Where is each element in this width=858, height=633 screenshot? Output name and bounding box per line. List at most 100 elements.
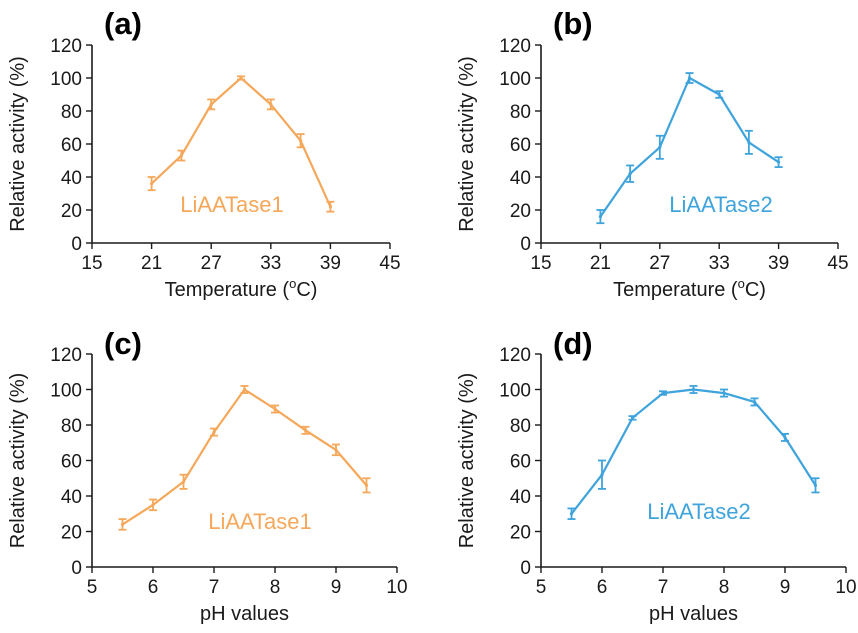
x-tick-label: 39 [320,253,341,274]
y-tick-label: 40 [510,487,531,508]
panel-label: (a) [104,6,142,41]
data-point [813,483,818,487]
y-tick-label: 120 [499,36,531,57]
x-tick-label: 7 [209,577,220,598]
y-tick-label: 20 [61,523,82,544]
x-tick-label: 8 [719,577,730,598]
data-point [151,503,155,507]
x-axis-title-superscript: o [738,276,745,291]
x-tick-label: 15 [530,253,551,274]
panel-d: 0 20 40 60 80 100 120 5 6 7 8 9 10 Relative activity … [456,326,857,625]
y-tick-label: 100 [499,381,531,402]
y-tick-label: 60 [61,452,82,473]
y-tick-label: 40 [61,487,82,508]
x-axis-title: pH values [649,603,738,625]
x-tick-label: 10 [835,577,856,598]
panel-b: 0 20 40 60 80 100 120 15 21 27 33 39 45 Relative acti… [456,6,849,301]
data-point [747,140,751,144]
data-point [303,428,308,432]
y-tick-label: 80 [61,102,82,123]
x-axis-title-text: pH values [649,603,738,625]
series-line [121,388,368,526]
x-tick-label: 15 [81,253,102,274]
x-axis-title: pH values [200,603,289,625]
y-tick-label: 0 [520,234,531,255]
y-tick-label: 20 [61,201,82,222]
y-axis-title: Relative activity (%) [456,56,478,232]
data-point [783,435,787,440]
data-point [239,76,243,80]
y-tick-label: 100 [50,381,82,402]
x-tick-label: 9 [331,577,342,598]
y-tick-label: 120 [50,345,82,366]
x-tick-label: 21 [141,253,162,274]
x-tick-label: 27 [201,253,222,274]
x-axis-title-unit: C) [296,279,317,301]
y-tick-label: 0 [71,558,82,579]
y-tick-label: 20 [510,523,531,544]
x-tick-label: 45 [827,253,848,274]
y-axis-title: Relative activity (%) [7,56,29,232]
x-tick-label: 7 [658,577,669,598]
x-tick-label: 39 [768,253,789,274]
data-point [179,153,183,158]
y-tick-label: 80 [510,102,531,123]
data-point [120,522,125,527]
x-tick-label: 33 [709,253,730,274]
y-tick-label: 20 [510,201,531,222]
y-tick-label: 120 [50,36,82,57]
y-tick-label: 80 [61,416,82,437]
y-axis-title: Relative activity (%) [7,373,29,549]
x-axis-title-text: Temperature ( [165,279,290,301]
x-tick-label: 8 [270,577,281,598]
data-point [269,102,273,106]
data-point [600,473,604,477]
data-point [752,400,757,404]
panel-label: (b) [553,6,593,41]
series-label: LiAATase2 [647,499,751,524]
data-point [181,480,186,484]
x-axis-title: Temperature (oC) [165,276,318,301]
x-tick-label: 6 [597,577,608,598]
y-tick-label: 80 [510,416,531,437]
x-tick-label: 33 [260,253,281,274]
data-point [150,182,154,186]
panel-label: (c) [104,326,142,361]
panel-a: 0 20 40 60 80 100 120 15 21 27 33 39 45 Relative acti… [7,6,401,301]
panel-label: (d) [553,326,593,361]
y-tick-label: 60 [61,135,82,156]
x-tick-label: 5 [87,577,98,598]
y-tick-label: 40 [510,168,531,189]
y-tick-label: 60 [510,452,531,473]
data-point [661,391,665,395]
series-label: LiAATase1 [180,192,284,217]
y-tick-label: 0 [520,558,531,579]
x-tick-label: 10 [386,577,407,598]
y-tick-label: 100 [499,69,531,90]
x-tick-label: 9 [780,577,791,598]
data-point [687,76,692,80]
x-tick-label: 45 [379,253,400,274]
series-label: LiAATase2 [669,192,773,217]
data-point [569,512,574,516]
x-axis-title-text: pH values [200,603,289,625]
x-axis-title-unit: C) [745,279,766,301]
y-tick-label: 0 [71,234,82,255]
y-tick-label: 60 [510,135,531,156]
data-point [334,448,338,452]
x-axis-title-text: Temperature ( [613,279,738,301]
data-point [364,483,369,487]
data-point [630,416,635,420]
x-axis-title: Temperature (oC) [613,276,766,301]
data-point [722,391,726,395]
y-tick-label: 40 [61,168,82,189]
x-tick-label: 6 [148,577,159,598]
series-line [570,388,817,515]
data-point [209,102,213,106]
panel-c: 0 20 40 60 80 100 120 5 6 7 8 9 10 Relative activity … [7,326,408,625]
x-tick-label: 21 [590,253,611,274]
x-axis-title-superscript: o [289,276,296,291]
data-point [658,145,662,149]
data-point [299,139,303,143]
